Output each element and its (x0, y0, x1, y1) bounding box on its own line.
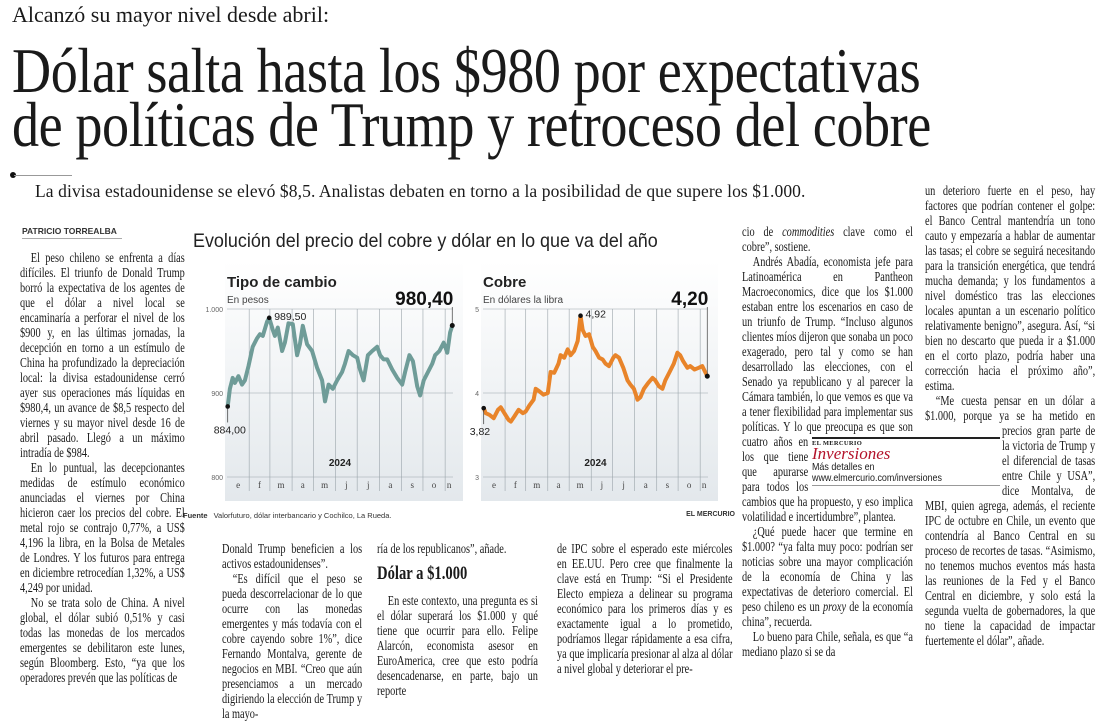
year-label: 2024 (329, 458, 352, 469)
panel-title: Cobre (483, 274, 526, 291)
column-4: de IPC sobre el esperado este miércoles … (557, 541, 733, 676)
subhead: La divisa estadounidense se elevó $8,5. … (35, 181, 806, 202)
headline-line-2: de políticas de Trump y retroceso del co… (12, 94, 931, 157)
graphic-title: Evolución del precio del cobre y dólar e… (193, 230, 658, 253)
month-label: a (556, 480, 560, 490)
month-label: m (577, 480, 584, 490)
start-point-marker (481, 406, 486, 411)
paragraph: “Me cuesta pensar en un dólar a $1.000, … (925, 393, 1095, 648)
section-subtitle: Dólar a $1.000 (377, 566, 538, 581)
paragraph: un deterioro fuerte en el peso, hay fact… (925, 183, 1095, 393)
panel-subtitle: En dólares la libra (483, 295, 563, 306)
paragraph: ría de los republicanos”, añade. (377, 541, 538, 556)
month-label: o (432, 480, 437, 490)
promo-url[interactable]: www.elmercurio.com/inversiones (812, 472, 942, 484)
byline: PATRICIO TORREALBA (22, 226, 122, 239)
paragraph: Donald Trump beneficien a los activos es… (222, 541, 362, 571)
y-tick-label: 4 (475, 391, 479, 398)
month-label: o (687, 480, 692, 490)
month-label: m (277, 480, 284, 490)
month-label: e (492, 480, 496, 490)
last-point-marker (450, 323, 455, 328)
month-label: e (236, 480, 240, 490)
column-6: un deterioro fuerte en el peso, hay fact… (925, 183, 1095, 648)
paragraph: ¿Qué puede hacer que termine en $1.000? … (742, 524, 913, 629)
panel-title: Tipo de cambio (227, 274, 337, 291)
y-tick-label: 3 (475, 475, 479, 482)
month-label: f (258, 480, 261, 490)
paragraph: En lo puntual, las decepcionantes medida… (20, 460, 185, 595)
column-3: ría de los republicanos”, añade. Dólar a… (377, 541, 538, 698)
chart-graphic: Tipo de cambio En pesos 800 900 1.000 e f m a m j j… (180, 225, 735, 525)
max-value-label: 989,50 (274, 311, 306, 323)
month-label: n (447, 480, 452, 490)
start-value-label: 884,00 (214, 424, 246, 436)
start-value-label: 3,82 (470, 426, 491, 438)
month-label: s (666, 480, 670, 490)
month-label: n (702, 480, 707, 490)
paragraph: cio de commodities clave como el cobre”,… (742, 224, 913, 254)
paragraph: Lo bueno para Chile, señala, es que “a m… (742, 629, 913, 659)
y-tick-label: 5 (475, 307, 479, 314)
y-tick-label: 800 (211, 475, 223, 482)
paragraph: En este contexto, una pregunta es si el … (377, 593, 538, 698)
month-label: a (644, 480, 648, 490)
month-label: s (410, 480, 414, 490)
column-2: Donald Trump beneficien a los activos es… (222, 541, 362, 721)
month-label: a (301, 480, 305, 490)
month-label: f (514, 480, 517, 490)
month-label: m (533, 480, 540, 490)
paragraph: El peso chileno se enfrenta a días difíc… (20, 250, 185, 460)
last-point-marker (705, 374, 710, 379)
max-point-marker (578, 313, 583, 318)
rule-line (14, 175, 72, 176)
last-value-label: 980,40 (395, 289, 453, 310)
month-label: j (600, 480, 604, 490)
year-label: 2024 (584, 458, 607, 469)
paragraph: “Es difícil que el peso se pueda descorr… (222, 571, 362, 721)
paragraph: No se trata solo de China. A nivel globa… (20, 595, 185, 685)
graphic-credit: EL MERCURIO (686, 511, 735, 518)
inversiones-promo[interactable]: EL MERCURIO Inversiones Más detalles en … (812, 437, 1000, 486)
kicker: Alcanzó su mayor nivel desde abril: (12, 2, 329, 28)
y-tick-label: 900 (211, 391, 223, 398)
month-label: j (344, 480, 348, 490)
column-1: El peso chileno se enfrenta a días difíc… (20, 250, 185, 685)
panel-subtitle: En pesos (227, 295, 269, 306)
max-value-label: 4,92 (586, 309, 607, 321)
month-label: j (621, 480, 625, 490)
month-label: a (388, 480, 392, 490)
month-label: m (321, 480, 328, 490)
y-tick-label: 1.000 (205, 307, 223, 314)
last-value-label: 4,20 (671, 289, 708, 310)
charts-svg: Tipo de cambio En pesos 800 900 1.000 e f m a m j j… (180, 225, 735, 525)
month-label: j (366, 480, 370, 490)
max-point-marker (267, 316, 272, 321)
start-point-marker (225, 404, 230, 409)
paragraph: de IPC sobre el esperado este miércoles … (557, 541, 733, 676)
